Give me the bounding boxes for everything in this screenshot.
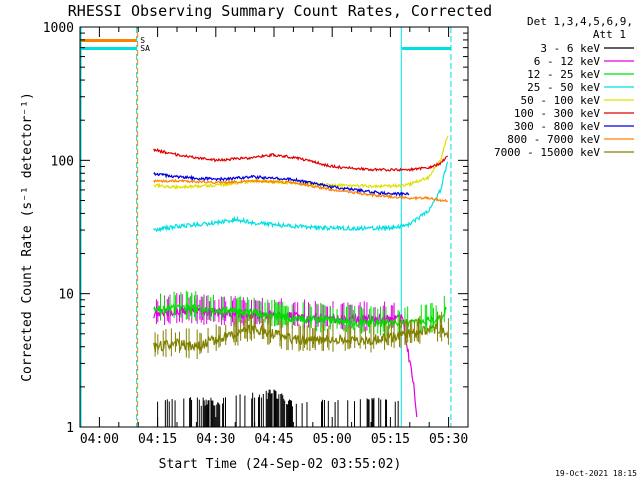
series-line bbox=[153, 148, 449, 172]
y-axis-label: Corrected Count Rate (s⁻¹ detector⁻¹) bbox=[20, 92, 35, 382]
legend-label: 12 - 25 keV bbox=[527, 68, 600, 81]
legend-item: 25 - 50 keV bbox=[527, 81, 634, 94]
series-7000-15000-kev bbox=[153, 311, 449, 360]
series-layer bbox=[153, 135, 449, 427]
chart-title: RHESSI Observing Summary Count Rates, Co… bbox=[68, 2, 492, 20]
legend-label: 7000 - 15000 keV bbox=[494, 146, 600, 159]
legend-item: 6 - 12 keV bbox=[534, 55, 634, 68]
flag-bars: SSA bbox=[80, 36, 451, 53]
y-axis-ticks: 1 10 100 1000 bbox=[43, 21, 468, 436]
x-tick-label: 04:00 bbox=[80, 432, 119, 447]
legend-item: 12 - 25 keV bbox=[527, 68, 634, 81]
series-300-800-kev bbox=[153, 171, 410, 198]
flag-bar-sa-left bbox=[80, 47, 137, 50]
attenuator-lines bbox=[80, 27, 452, 427]
flag-label-sa: SA bbox=[140, 44, 150, 53]
series-100-300-kev bbox=[153, 148, 449, 172]
x-tick-label: 04:15 bbox=[138, 432, 177, 447]
legend-header-line-1: Det 1,3,4,5,6,9, bbox=[527, 15, 633, 28]
series-25-50-kev bbox=[153, 161, 449, 233]
legend-label: 3 - 6 keV bbox=[540, 42, 600, 55]
x-tick-label: 05:30 bbox=[429, 432, 468, 447]
footer-date: 19-Oct-2021 18:15 bbox=[555, 469, 637, 478]
plot-frame bbox=[79, 26, 469, 428]
legend-item: 7000 - 15000 keV bbox=[494, 146, 634, 159]
legend-header-line-2: Att 1 bbox=[593, 28, 626, 41]
legend-item: 50 - 100 keV bbox=[521, 94, 634, 107]
legend-label: 50 - 100 keV bbox=[521, 94, 601, 107]
x-tick-label: 04:30 bbox=[196, 432, 235, 447]
flag-bar-sa-right bbox=[402, 47, 451, 50]
series-line bbox=[153, 171, 410, 198]
y-tick-label: 100 bbox=[51, 154, 74, 169]
series-800-7000-kev bbox=[153, 178, 448, 203]
series-line bbox=[153, 161, 449, 233]
legend-label: 6 - 12 keV bbox=[534, 55, 601, 68]
flag-bar-s bbox=[80, 39, 137, 42]
legend-item: 800 - 7000 keV bbox=[507, 133, 634, 146]
x-tick-label: 05:15 bbox=[371, 432, 410, 447]
legend-label: 800 - 7000 keV bbox=[507, 133, 600, 146]
x-axis-ticks: 04:00 04:15 04:30 04:45 05:00 05:15 05:30 bbox=[80, 27, 469, 447]
legend-item: 300 - 800 keV bbox=[514, 120, 634, 133]
series-3-6-kev bbox=[157, 389, 399, 427]
legend-label: 300 - 800 keV bbox=[514, 120, 600, 133]
x-tick-label: 04:45 bbox=[254, 432, 293, 447]
y-tick-label: 1000 bbox=[43, 21, 74, 36]
flag-label-s: S bbox=[140, 36, 145, 45]
legend-item: 3 - 6 keV bbox=[540, 42, 634, 55]
y-tick-label: 10 bbox=[58, 288, 74, 303]
legend-item: 100 - 300 keV bbox=[514, 107, 634, 120]
y-tick-label: 1 bbox=[66, 421, 74, 436]
legend-label: 100 - 300 keV bbox=[514, 107, 600, 120]
legend-label: 25 - 50 keV bbox=[527, 81, 600, 94]
x-tick-label: 05:00 bbox=[313, 432, 352, 447]
series-line bbox=[153, 178, 448, 203]
x-axis-label: Start Time (24-Sep-02 03:55:02) bbox=[159, 457, 402, 472]
